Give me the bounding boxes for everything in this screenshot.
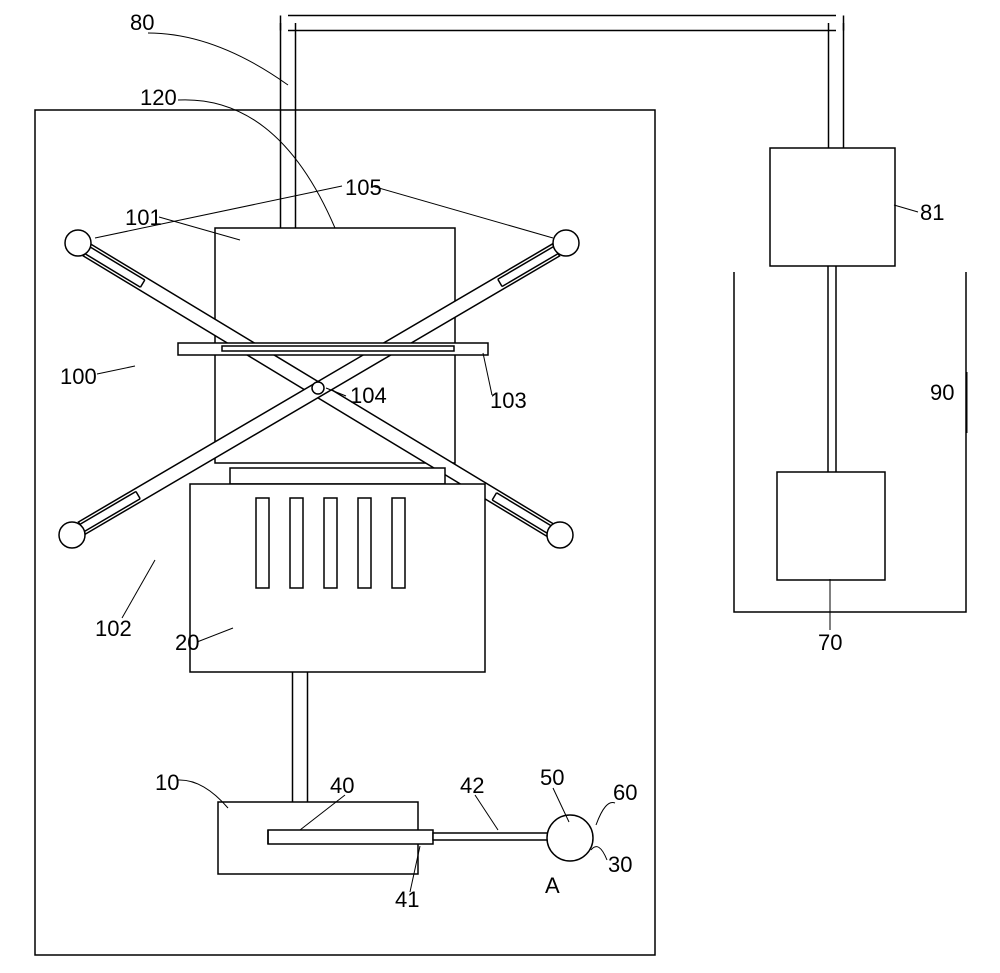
- label-102: 102: [95, 616, 132, 641]
- label-81: 81: [920, 200, 944, 225]
- label-20: 20: [175, 630, 199, 655]
- label-42: 42: [460, 773, 484, 798]
- label-103: 103: [490, 388, 527, 413]
- label-A: A: [545, 873, 560, 898]
- label-104: 104: [350, 383, 387, 408]
- label-80: 80: [130, 10, 154, 35]
- label-105: 105: [345, 175, 382, 200]
- label-60: 60: [613, 780, 637, 805]
- label-120: 120: [140, 85, 177, 110]
- label-10: 10: [155, 770, 179, 795]
- label-40: 40: [330, 773, 354, 798]
- label-70: 70: [818, 630, 842, 655]
- label-30: 30: [608, 852, 632, 877]
- label-101: 101: [125, 205, 162, 230]
- label-41: 41: [395, 887, 419, 912]
- label-90: 90: [930, 380, 954, 405]
- label-50: 50: [540, 765, 564, 790]
- label-100: 100: [60, 364, 97, 389]
